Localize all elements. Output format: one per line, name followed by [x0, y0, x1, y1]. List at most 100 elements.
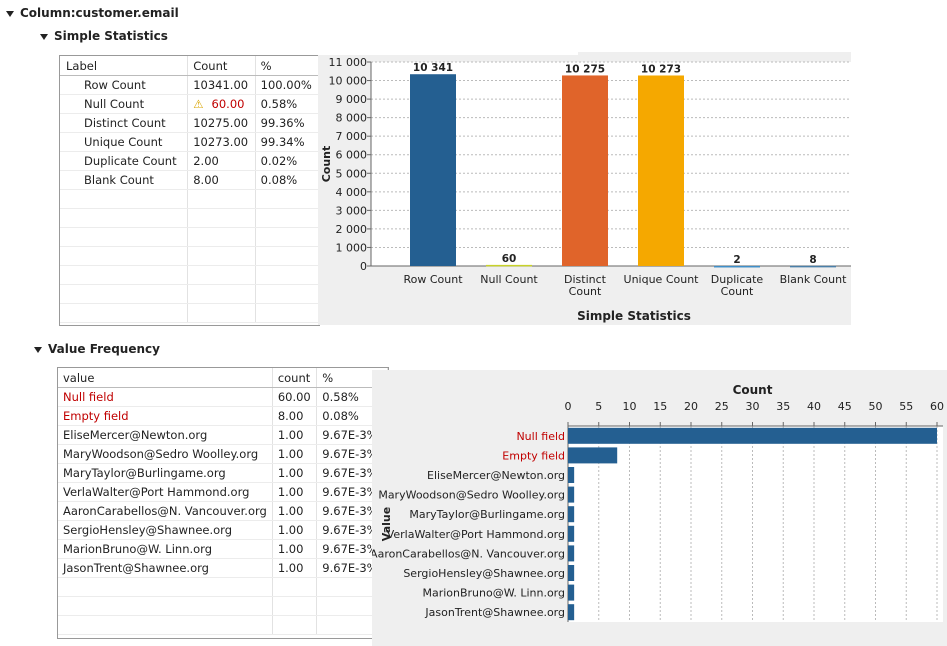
y-tick-label: 8 000 [336, 112, 368, 125]
table-cell: 9.67E-3% [316, 482, 388, 502]
y-tick-label: JasonTrent@Shawnee.org [424, 606, 565, 619]
table-cell [272, 577, 318, 597]
table-cell: Distinct Count [60, 113, 189, 133]
x-tick-label: 10 [623, 400, 637, 413]
table-cell [60, 284, 189, 304]
table-row: Blank Count 8.00 0.08% [60, 170, 319, 190]
table-cell: 100.00% [255, 75, 319, 95]
table-row: Unique Count 10273.00 99.34% [60, 132, 319, 152]
table-row: Row Count 10341.00 100.00% [60, 75, 319, 95]
stats-chart: 0 1 000 2 000 3 000 4 000 5 000 6 000 7 000 8 00… [318, 52, 851, 325]
table-cell: 9.67E-3% [316, 520, 388, 540]
plot-area [568, 426, 943, 622]
x-tick-label: 15 [653, 400, 667, 413]
table-cell: MaryTaylor@Burlingame.org [58, 463, 273, 483]
table-cell: 9.67E-3% [316, 501, 388, 521]
table-cell [60, 208, 189, 228]
y-tick-label: 1 000 [336, 241, 368, 254]
table-cell: AaronCarabellos@N. Vancouver.org [58, 501, 273, 521]
x-tick-label: 55 [899, 400, 913, 413]
table-row: VerlaWalter@Port Hammond.org 1.00 9.67E-3% [58, 482, 388, 502]
table-cell: Label [60, 56, 189, 76]
y-tick-label: 0 [360, 260, 367, 273]
bar [568, 604, 575, 621]
bar [568, 427, 937, 444]
table-cell [255, 284, 319, 304]
value-label: 2 [733, 254, 740, 266]
value-label: 10 341 [413, 62, 453, 74]
x-tick-label: Null Count [480, 274, 538, 286]
table-cell [60, 265, 189, 285]
table-cell: Row Count [60, 75, 189, 95]
y-tick-label: 3 000 [336, 204, 368, 217]
x-tick-label: 25 [715, 400, 729, 413]
value-label: 10 275 [565, 63, 605, 75]
x-tick-label: Duplicate Count [710, 274, 764, 298]
table-row [60, 189, 319, 209]
table-cell [187, 189, 256, 209]
table: Label Count% Row Count 10341.00 100.00% Null … [60, 56, 319, 323]
freq-table: value count% Null field 60.00 0.58% Empty fie… [57, 367, 389, 639]
y-tick-label: Null field [516, 430, 565, 443]
table-cell [187, 265, 256, 285]
table-cell: 0.58% [316, 387, 388, 407]
table-cell: 1.00 [272, 482, 318, 502]
table-row [58, 577, 388, 597]
table-row [60, 303, 319, 323]
table-cell: 1.00 [272, 520, 318, 540]
x-tick-label: Row Count [403, 274, 463, 286]
freq-heading[interactable]: Value Frequency [34, 342, 160, 356]
chart-title: Simple Statistics [577, 309, 691, 323]
value-label: 60 [502, 253, 517, 265]
table-cell [187, 208, 256, 228]
y-tick-label: EliseMercer@Newton.org [427, 469, 565, 482]
bar [568, 525, 575, 542]
table-row [60, 208, 319, 228]
bar [568, 447, 618, 464]
y-tick-label: 2 000 [336, 223, 368, 236]
table-cell: 2.00 [187, 151, 256, 171]
y-tick-label: 9 000 [336, 93, 368, 106]
table-cell: MarionBruno@W. Linn.org [58, 539, 273, 559]
table-cell [255, 189, 319, 209]
x-label-box: Unique Count [623, 274, 699, 286]
table-cell: Duplicate Count [60, 151, 189, 171]
x-tick-label: 40 [807, 400, 821, 413]
table: value count% Null field 60.00 0.58% Empty fie… [58, 368, 388, 635]
table-cell: Empty field [58, 406, 273, 426]
table-cell: 60.00 [187, 94, 256, 114]
x-tick-label: Unique Count [623, 274, 699, 286]
table-cell: Null Count [60, 94, 189, 114]
table-cell: 1.00 [272, 463, 318, 483]
y-tick-label: 6 000 [336, 149, 368, 162]
x-tick-label: 20 [684, 400, 698, 413]
table-cell [255, 246, 319, 266]
bar [568, 565, 575, 581]
table-cell: % [255, 56, 319, 76]
section-title[interactable]: Column:customer.email [6, 6, 179, 20]
table-cell [58, 596, 273, 616]
table-row: Label Count% [60, 56, 319, 76]
table-cell [60, 227, 189, 247]
y-tick-label: 4 000 [336, 186, 368, 199]
bar [410, 74, 456, 266]
top-strip [318, 52, 578, 55]
x-tick-label: 30 [746, 400, 760, 413]
table-cell: JasonTrent@Shawnee.org [58, 558, 273, 578]
table-cell: EliseMercer@Newton.org [58, 425, 273, 445]
x-label-box: Blank Count [780, 274, 847, 286]
table-cell: 99.34% [255, 132, 319, 152]
x-tick-label: 0 [565, 400, 572, 413]
bar [568, 467, 575, 483]
table-cell: 1.00 [272, 444, 318, 464]
table-cell: 1.00 [272, 425, 318, 445]
table-row: Null field 60.00 0.58% [58, 387, 388, 407]
x-label-box: Distinct Count [564, 274, 606, 298]
table-cell [272, 615, 318, 635]
stats-heading[interactable]: Simple Statistics [40, 29, 168, 43]
table-cell [255, 303, 319, 323]
table-cell: 9.67E-3% [316, 463, 388, 483]
value-label: 8 [809, 254, 816, 266]
y-tick-label: MaryTaylor@Burlingame.org [409, 508, 565, 521]
